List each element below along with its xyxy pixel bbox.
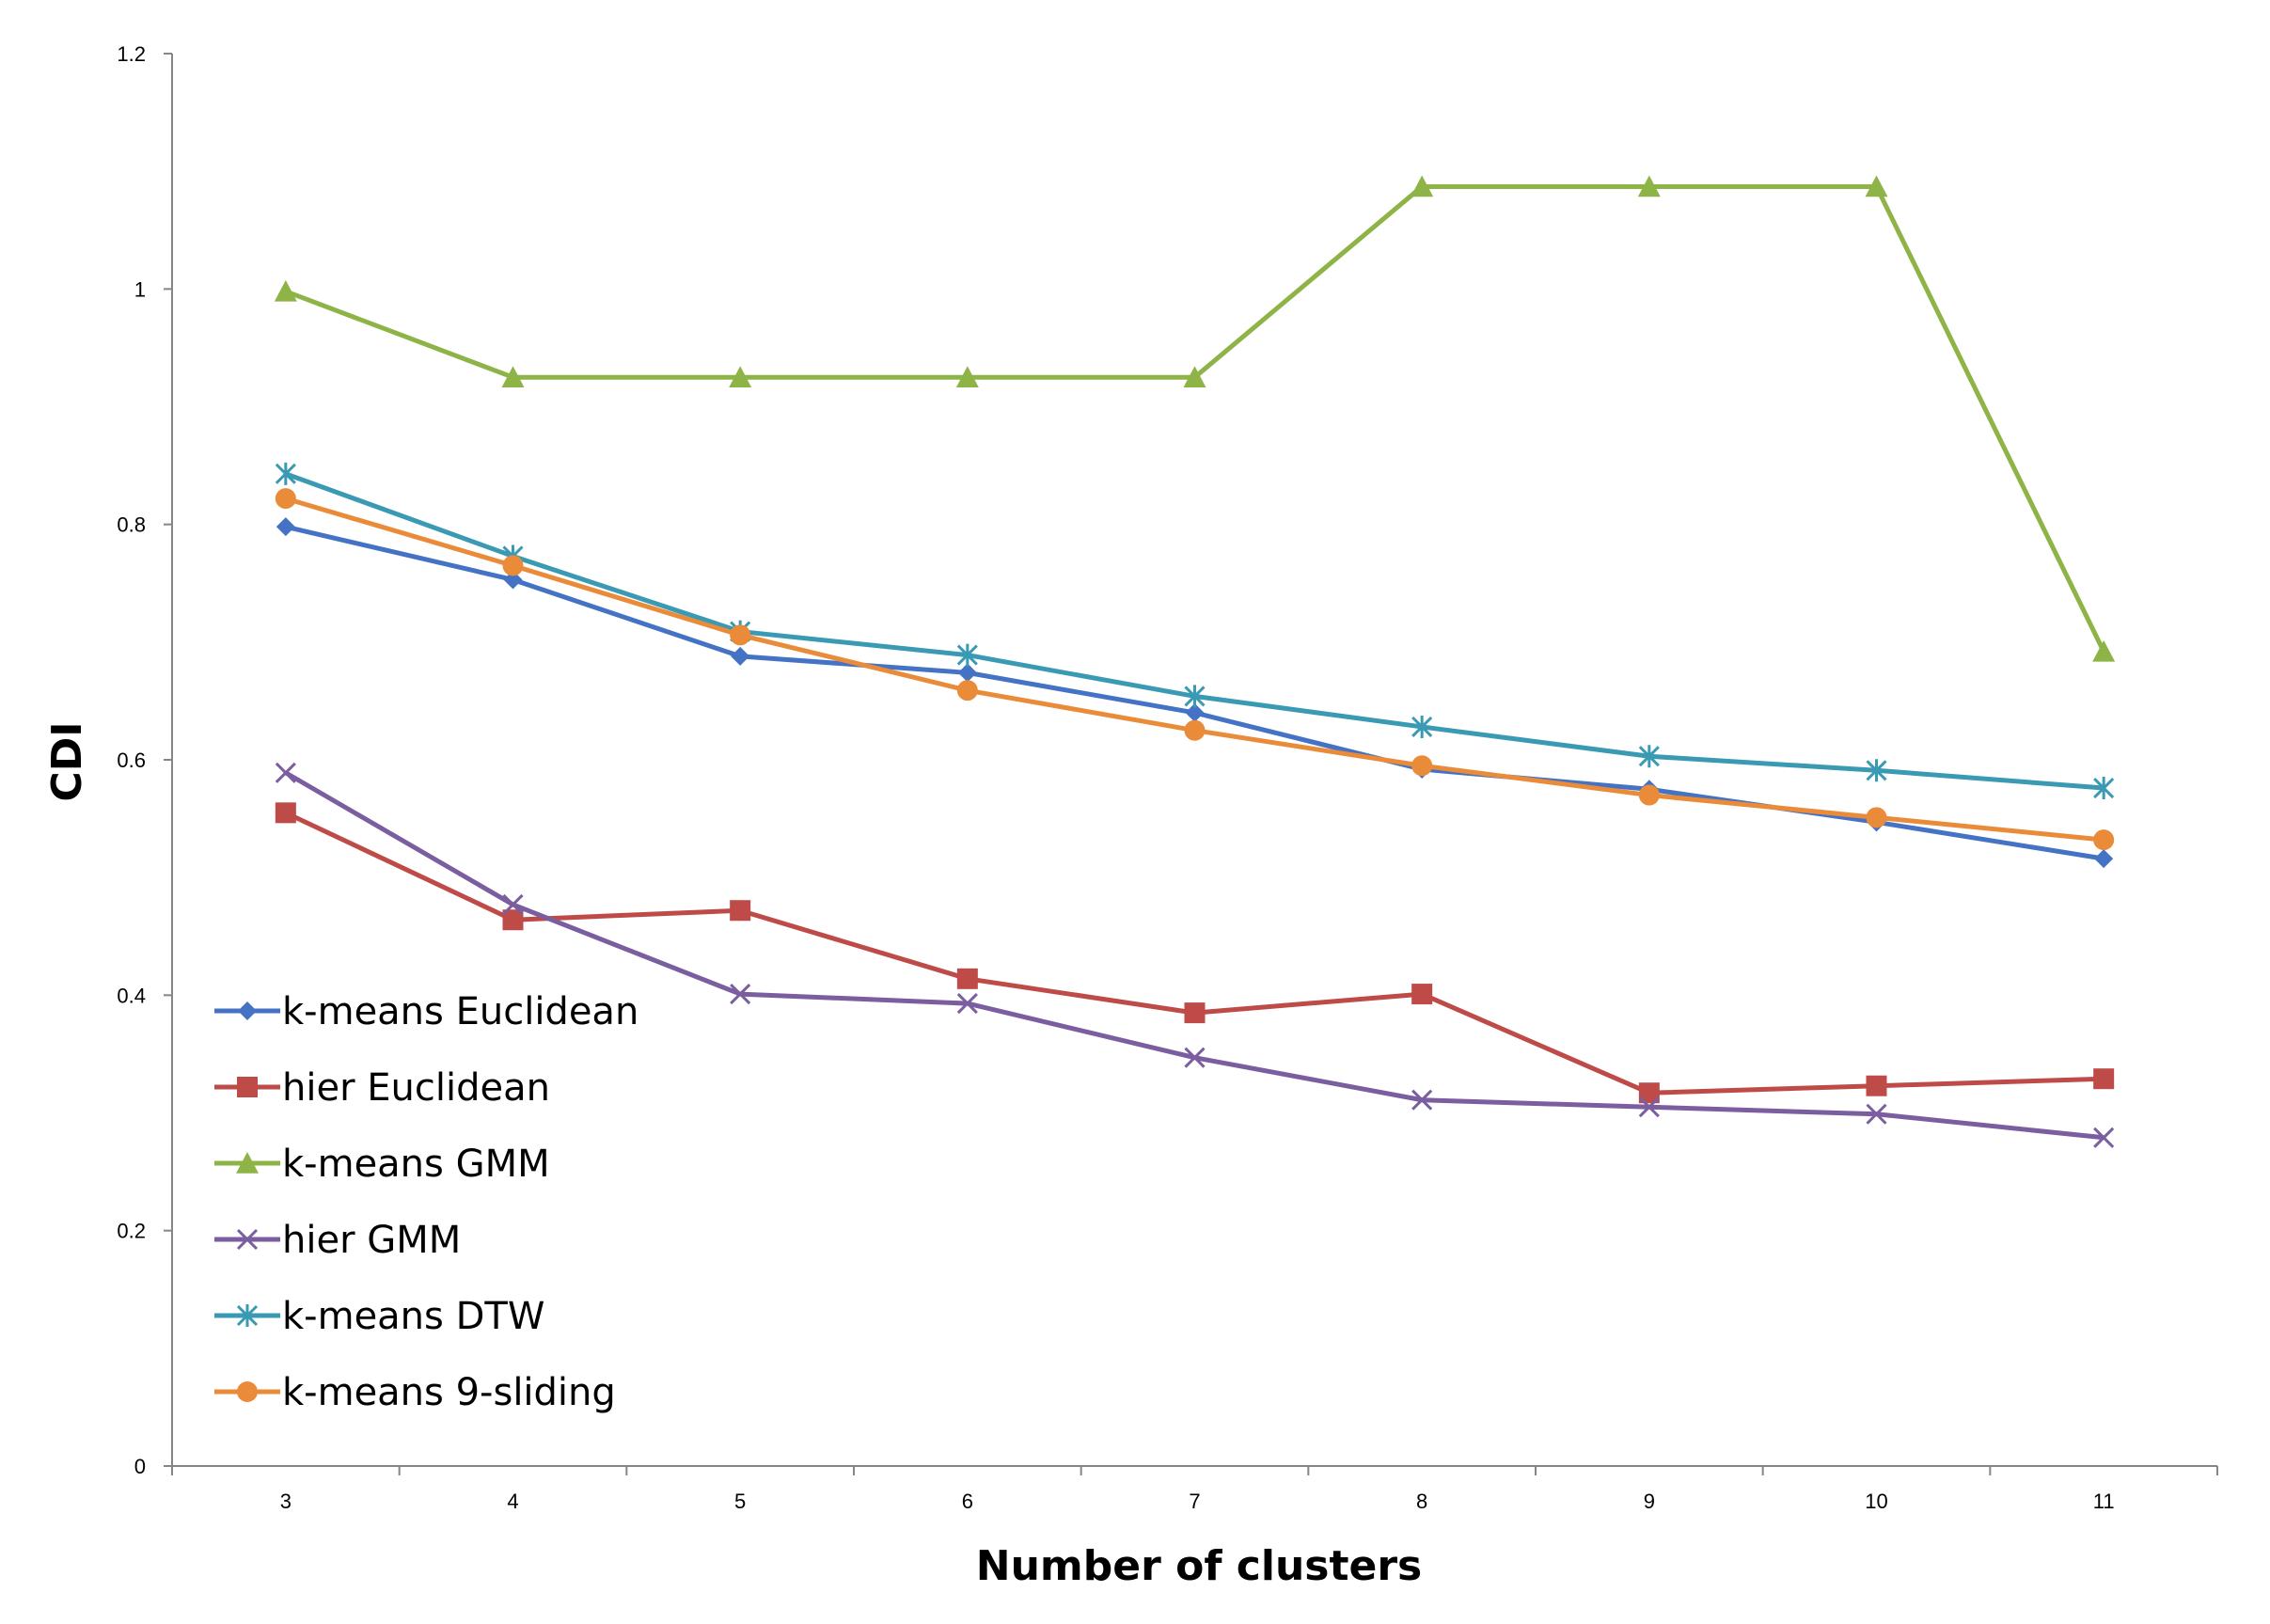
data-point: [1865, 175, 1888, 197]
data-point: [1184, 719, 1206, 741]
legend-label: k-means GMM: [282, 1143, 550, 1186]
x-tick-label: 4: [507, 1490, 518, 1513]
data-point: [956, 680, 978, 702]
x-tick-label: 7: [1189, 1490, 1200, 1513]
data-point: [1411, 984, 1433, 1005]
y-axis-title: CDI: [43, 721, 91, 801]
x-tick-label: 6: [962, 1490, 973, 1513]
legend-item: hier Euclidean: [214, 1066, 550, 1110]
data-point: [1184, 685, 1206, 708]
x-tick-label: 3: [280, 1490, 292, 1513]
data-point: [1185, 702, 1205, 722]
data-point: [1638, 1096, 1660, 1118]
data-point: [274, 279, 297, 302]
data-point: [730, 984, 751, 1005]
data-point: [1637, 175, 1661, 197]
series-hier-gmm: [275, 762, 2115, 1148]
x-tick-label: 5: [734, 1490, 746, 1513]
data-point: [1866, 759, 1887, 782]
series-line: [284, 770, 2104, 1141]
data-point: [501, 366, 525, 388]
data-point: [2093, 1068, 2115, 1090]
x-tick-label: 8: [1416, 1490, 1427, 1513]
series-hier-euclidean: [275, 802, 2115, 1104]
x-tick-label: 10: [1865, 1490, 1887, 1513]
data-point: [1866, 1075, 1887, 1096]
x-tick-label: 9: [1644, 1490, 1655, 1513]
data-point: [275, 802, 296, 824]
data-point: [1866, 1103, 1887, 1125]
axes: 0 0.2 0.4 0.6 0.8 1 1.2 3 4 5 6 7 8 9 10 11: [117, 42, 2218, 1513]
data-point: [1411, 715, 1433, 738]
legend-label: hier Euclidean: [282, 1066, 550, 1110]
data-point: [238, 1001, 257, 1020]
legend-label: k-means 9-sliding: [282, 1371, 616, 1414]
data-point: [275, 462, 296, 485]
legend-label: hier GMM: [282, 1219, 461, 1262]
data-point: [2093, 829, 2115, 851]
y-tick-label: 0.6: [117, 749, 146, 772]
data-point: [2093, 777, 2115, 800]
legend-item: k-means Euclidean: [214, 990, 638, 1033]
legend-item: hier GMM: [214, 1219, 461, 1262]
data-point: [956, 643, 978, 667]
data-point: [730, 624, 751, 646]
data-point: [502, 909, 524, 931]
legend: k-means Euclidean hier Euclidean k-means G…: [214, 990, 638, 1414]
y-tick-label: 1: [134, 277, 146, 301]
legend-item: k-means 9-sliding: [214, 1371, 616, 1414]
data-point: [729, 366, 752, 388]
data-point: [275, 488, 296, 510]
data-point: [957, 663, 977, 683]
data-point: [1638, 1082, 1660, 1104]
data-point: [1411, 755, 1433, 777]
legend-label: k-means Euclidean: [282, 990, 638, 1033]
data-point: [731, 646, 750, 666]
data-point: [237, 1077, 258, 1097]
data-point: [236, 1152, 259, 1174]
series-layer: [274, 175, 2116, 1148]
data-point: [502, 893, 524, 916]
legend-label: k-means DTW: [282, 1295, 544, 1338]
legend-item: k-means DTW: [214, 1295, 544, 1338]
data-point: [2094, 849, 2114, 869]
data-point: [1184, 1002, 1206, 1024]
data-point: [275, 762, 296, 783]
data-point: [730, 900, 751, 922]
data-point: [1638, 784, 1660, 806]
data-point: [956, 993, 978, 1015]
data-point: [956, 968, 978, 989]
data-point: [1411, 175, 1434, 197]
y-tick-label: 0.8: [117, 513, 146, 537]
data-point: [503, 570, 523, 590]
series-line: [284, 471, 2104, 791]
data-point: [1184, 1047, 1206, 1068]
series-line: [285, 496, 2104, 843]
y-tick-label: 0.2: [117, 1220, 146, 1243]
data-point: [237, 1381, 258, 1402]
data-point: [2093, 1127, 2115, 1148]
data-point: [1866, 807, 1887, 828]
legend-item: k-means GMM: [214, 1143, 550, 1186]
y-tick-label: 0: [134, 1455, 146, 1478]
data-point: [1638, 745, 1660, 768]
data-point: [276, 517, 295, 537]
data-point: [236, 1304, 259, 1327]
data-point: [502, 555, 524, 576]
data-point: [236, 1228, 259, 1251]
data-point: [1411, 1089, 1433, 1111]
series-line: [284, 811, 2104, 1096]
y-tick-label: 1.2: [117, 42, 146, 66]
y-tick-label: 0.4: [117, 984, 146, 1007]
series-k-means-dtw: [275, 462, 2115, 800]
x-axis-title: Number of clusters: [976, 1542, 1422, 1590]
data-point: [2092, 639, 2116, 662]
series-k-means-gmm: [274, 175, 2116, 662]
data-point: [1183, 366, 1206, 388]
data-point: [955, 366, 979, 388]
x-tick-label: 11: [2093, 1490, 2115, 1513]
series-k-means-9-sliding: [275, 488, 2115, 851]
